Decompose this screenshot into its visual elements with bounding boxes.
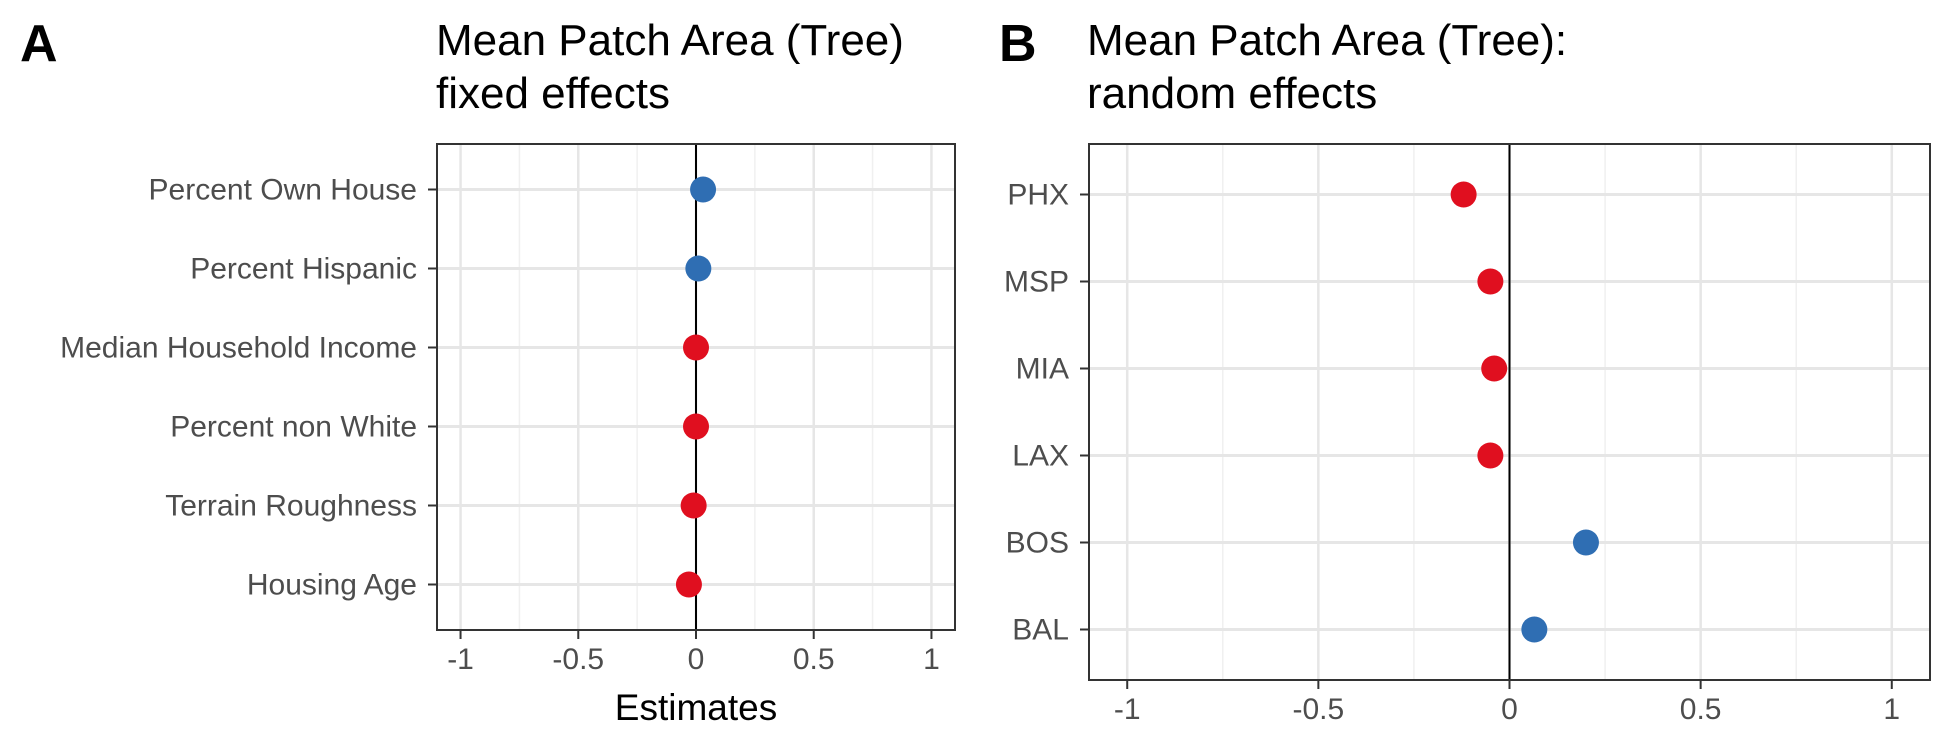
x-axis-title: Estimates xyxy=(615,687,777,728)
y-tick-label: Percent non White xyxy=(170,411,417,444)
y-tick-label: Housing Age xyxy=(247,569,417,602)
estimate-point xyxy=(1572,529,1599,556)
x-tick-label: -1 xyxy=(447,643,474,676)
y-tick-label: MSP xyxy=(1004,266,1069,299)
estimate-point xyxy=(1481,355,1508,382)
x-tick-label: 1 xyxy=(1883,693,1900,726)
x-tick-label: 1 xyxy=(923,643,940,676)
estimate-point xyxy=(1477,442,1504,469)
estimate-point xyxy=(690,176,717,203)
panel-a-plot: -1 -0.5 0 0.5 1 Percent Own House Percent Hisp… xyxy=(60,143,956,728)
y-tick-label: BOS xyxy=(1006,527,1069,560)
estimate-point xyxy=(683,334,709,361)
y-tick-label: Percent Hispanic xyxy=(190,253,417,286)
estimate-point xyxy=(683,413,709,440)
panel-b-title: Mean Patch Area (Tree): random effects xyxy=(1087,16,1568,118)
y-tick-label: LAX xyxy=(1012,440,1069,473)
x-tick-label: -0.5 xyxy=(1293,693,1345,726)
y-tick-label: BAL xyxy=(1012,614,1069,647)
panel-b-plot: -1 -0.5 0 0.5 1 PHX MSP MIA LAX BOS BAL xyxy=(1004,143,1931,726)
x-tick-label: 0 xyxy=(688,643,705,676)
estimate-point xyxy=(685,255,712,282)
y-tick-label: MIA xyxy=(1016,353,1069,386)
x-tick-label: 0.5 xyxy=(1680,693,1722,726)
estimate-point xyxy=(680,492,707,519)
x-tick-label: 0 xyxy=(1501,693,1518,726)
estimate-point xyxy=(1521,616,1548,643)
estimate-point xyxy=(1477,268,1504,295)
x-tick-label: -1 xyxy=(1114,693,1141,726)
x-tick-label: -0.5 xyxy=(552,643,604,676)
panel-b-label: B xyxy=(999,15,1037,73)
estimate-point xyxy=(1450,181,1477,208)
estimate-point xyxy=(675,571,702,598)
panel-a-title: Mean Patch Area (Tree) fixed effects xyxy=(436,16,904,118)
y-tick-label: Terrain Roughness xyxy=(165,490,417,523)
y-tick-label: Median Household Income xyxy=(60,332,417,365)
y-tick-label: PHX xyxy=(1007,179,1069,212)
y-tick-label: Percent Own House xyxy=(149,174,417,207)
panel-a-label: A xyxy=(20,15,58,73)
x-tick-label: 0.5 xyxy=(793,643,835,676)
